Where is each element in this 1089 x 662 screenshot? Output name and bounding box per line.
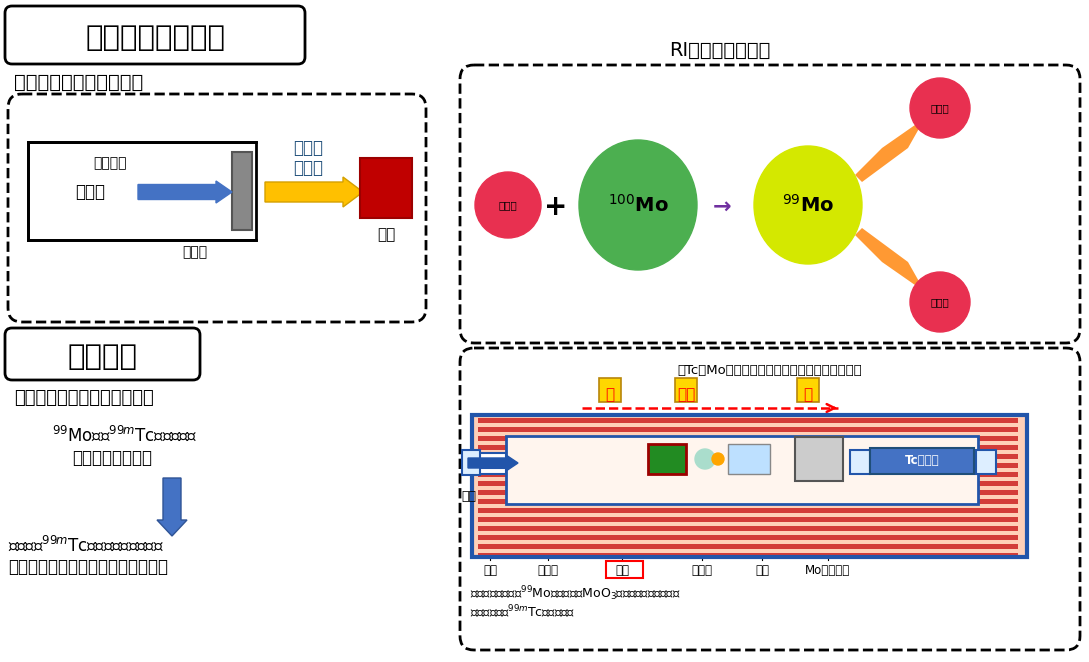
Text: 中性子: 中性子 (499, 200, 517, 210)
Bar (976, 450, 996, 474)
Text: 試料: 試料 (377, 228, 395, 242)
Text: 炭素板: 炭素板 (183, 245, 208, 259)
Bar (478, 418, 1018, 423)
Text: RI製造技術の開発: RI製造技術の開発 (670, 40, 771, 60)
Text: →: → (712, 197, 732, 217)
Circle shape (910, 272, 970, 332)
Text: 高純度分離・精製技術の開発: 高純度分離・精製技術の開発 (14, 389, 154, 407)
Circle shape (712, 453, 724, 465)
Bar (729, 444, 770, 474)
Bar (797, 378, 819, 402)
Bar (675, 378, 697, 402)
Bar (478, 535, 1018, 540)
Bar (478, 436, 1018, 441)
FancyBboxPatch shape (28, 142, 256, 240)
Text: +: + (544, 193, 567, 221)
Bar (599, 378, 621, 402)
Circle shape (910, 78, 970, 138)
Text: 低: 低 (804, 387, 812, 402)
FancyBboxPatch shape (5, 328, 200, 380)
Text: 品基準をクリアしていることを確認: 品基準をクリアしていることを確認 (8, 558, 168, 576)
Bar (795, 437, 843, 481)
Bar (360, 158, 412, 218)
Ellipse shape (579, 140, 697, 270)
Polygon shape (855, 228, 925, 292)
Bar (478, 454, 1018, 459)
FancyArrow shape (138, 181, 232, 203)
Bar (478, 445, 1018, 450)
Text: 酸素: 酸素 (462, 489, 477, 502)
Text: 水冷: 水冷 (484, 563, 497, 577)
Text: 温度: 温度 (677, 387, 695, 402)
Text: －TcとMoの蒸発温度の違いを利用した分離法－: －TcとMoの蒸発温度の違いを利用した分離法－ (677, 363, 862, 377)
Bar (478, 526, 1018, 531)
Text: 中性子: 中性子 (931, 297, 950, 307)
Bar (506, 436, 978, 504)
FancyBboxPatch shape (870, 448, 974, 474)
Bar (478, 553, 1018, 558)
Text: 加速器中性子照射: 加速器中性子照射 (86, 24, 227, 52)
Ellipse shape (754, 146, 862, 264)
Text: Moトラップ: Moトラップ (806, 563, 851, 577)
FancyArrow shape (265, 177, 363, 207)
Text: $^{99}$Mo: $^{99}$Mo (782, 194, 834, 216)
Text: 得られた$^{99m}$Tcの純度が放射性医薬: 得られた$^{99m}$Tcの純度が放射性医薬 (8, 536, 163, 555)
Bar (478, 490, 1018, 495)
Text: $^{100}$Mo: $^{100}$Mo (608, 194, 669, 216)
Bar (478, 517, 1018, 522)
Circle shape (475, 172, 541, 238)
Bar (478, 463, 1018, 468)
Bar (472, 468, 506, 474)
FancyBboxPatch shape (5, 6, 305, 64)
Text: 熱分離装置の開発: 熱分離装置の開発 (72, 449, 152, 467)
FancyArrow shape (468, 455, 518, 471)
Bar (462, 450, 480, 475)
Text: 温度を上げて$^{99m}$Tcを分離抽出: 温度を上げて$^{99m}$Tcを分離抽出 (470, 604, 575, 620)
Bar (232, 152, 252, 230)
Text: Tc回収部: Tc回収部 (905, 455, 940, 467)
Text: 中性子: 中性子 (931, 103, 950, 113)
Text: $^{99}$Moから$^{99m}$Tcを分離する: $^{99}$Moから$^{99m}$Tcを分離する (52, 425, 197, 445)
Text: 結晶: 結晶 (755, 563, 769, 577)
FancyArrow shape (157, 478, 187, 536)
Bar (478, 472, 1018, 477)
Bar (851, 450, 870, 474)
Text: （真空）: （真空） (94, 156, 126, 170)
Text: 中性子: 中性子 (293, 159, 323, 177)
Text: るつぼ: るつぼ (538, 563, 559, 577)
Text: 中性子生成用標的の開発: 中性子生成用標的の開発 (14, 73, 144, 91)
Circle shape (695, 449, 715, 469)
Bar (478, 544, 1018, 549)
Text: 電気炉: 電気炉 (692, 563, 712, 577)
Text: 高: 高 (605, 387, 614, 402)
Bar (478, 508, 1018, 513)
Text: 加速器: 加速器 (293, 139, 323, 157)
Text: 分離精製: 分離精製 (68, 343, 138, 371)
Text: 試料: 試料 (615, 563, 629, 577)
Bar (478, 499, 1018, 504)
Bar (472, 415, 1027, 557)
Bar (472, 415, 1027, 557)
Bar (648, 444, 686, 474)
Bar (472, 453, 506, 459)
Bar (478, 427, 1018, 432)
Polygon shape (855, 118, 925, 182)
Text: 重陽子: 重陽子 (75, 183, 105, 201)
Text: 加速器で照射した$^{99}$Moを含む酸化MoO$_3$を電気炉に封入して、: 加速器で照射した$^{99}$Moを含む酸化MoO$_3$を電気炉に封入して、 (470, 585, 681, 603)
Bar (478, 481, 1018, 486)
